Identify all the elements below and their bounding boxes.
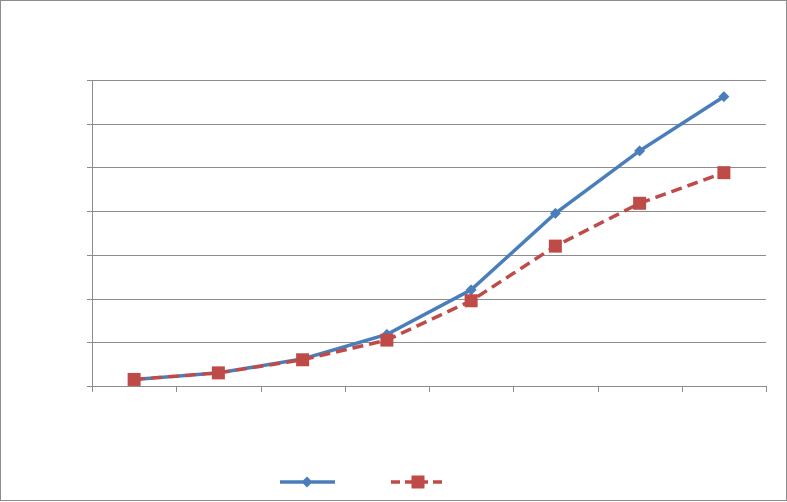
axes (87, 80, 767, 392)
series-2-point-4 (380, 333, 394, 347)
series-2 (127, 166, 731, 386)
series-1 (128, 91, 730, 385)
legend-item-2 (391, 475, 446, 489)
series-1-point-7 (634, 145, 646, 157)
series-2-point-8 (717, 166, 731, 180)
series-2-point-3 (296, 353, 310, 367)
series-1-line (133, 95, 725, 382)
series-1-point-5 (465, 284, 477, 296)
series-1-point-6 (549, 207, 561, 219)
legend-swatch-marker-2 (411, 475, 425, 489)
series-2-point-6 (548, 239, 562, 253)
series-2-point-1 (127, 372, 141, 386)
series-1-point-8 (718, 91, 730, 103)
legend (280, 475, 446, 489)
gridlines (92, 80, 766, 343)
legend-item-1 (280, 476, 335, 488)
series-2-point-7 (633, 196, 647, 210)
legend-swatch-marker-1 (301, 476, 313, 488)
series-layer (127, 91, 731, 386)
series-2-line (133, 171, 725, 382)
series-2-point-5 (464, 294, 478, 308)
series-2-point-2 (211, 366, 225, 380)
